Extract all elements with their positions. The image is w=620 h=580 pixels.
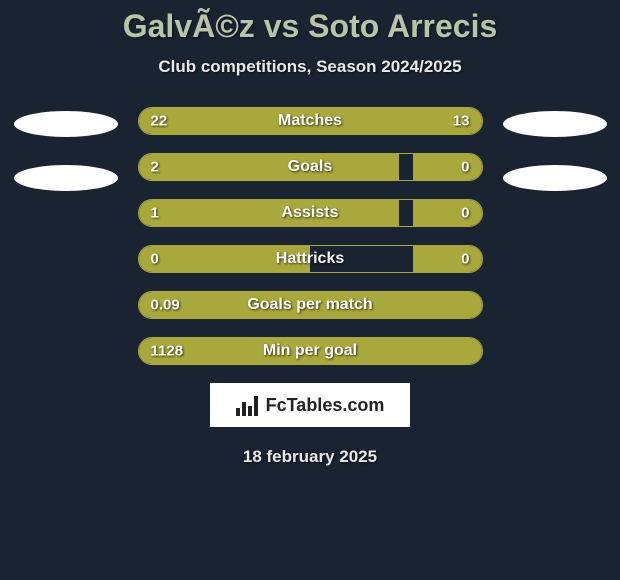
stats-area: 22 13 Matches 2 0 Goals 1 0 Assists 0 0 Hattricks 0.… — [0, 107, 620, 365]
left-player-avatar — [14, 111, 118, 137]
stat-value-left: 0.09 — [151, 297, 180, 314]
date-label: 18 february 2025 — [0, 447, 620, 467]
stat-bar-right-fill — [413, 246, 482, 272]
stat-value-right: 0 — [461, 251, 469, 268]
brand-chart-icon — [236, 394, 260, 416]
left-avatar-column — [14, 111, 118, 191]
stat-value-left: 0 — [151, 251, 159, 268]
stat-bars: 22 13 Matches 2 0 Goals 1 0 Assists 0 0 Hattricks 0.… — [138, 107, 483, 365]
stat-row: 1128 Min per goal — [138, 337, 483, 365]
brand-badge: FcTables.com — [210, 383, 410, 427]
stat-value-left: 1128 — [151, 343, 184, 360]
stat-row: 22 13 Matches — [138, 107, 483, 135]
stat-value-right: 13 — [453, 113, 470, 130]
stat-value-right: 0 — [461, 159, 469, 176]
page-title: GalvÃ©z vs Soto Arrecis — [0, 8, 620, 45]
stat-row: 0.09 Goals per match — [138, 291, 483, 319]
stat-value-left: 1 — [151, 205, 159, 222]
stat-row: 1 0 Assists — [138, 199, 483, 227]
brand-text: FcTables.com — [266, 395, 385, 416]
stat-bar-left-fill — [139, 154, 400, 180]
stat-label: Assists — [282, 204, 339, 222]
stat-bar-right-fill — [413, 200, 482, 226]
right-team-avatar — [503, 165, 607, 191]
stat-bar-left-fill — [139, 200, 400, 226]
stat-value-left: 22 — [151, 113, 168, 130]
subtitle: Club competitions, Season 2024/2025 — [0, 57, 620, 77]
stat-row: 0 0 Hattricks — [138, 245, 483, 273]
stat-value-left: 2 — [151, 159, 159, 176]
right-avatar-column — [503, 111, 607, 191]
right-player-avatar — [503, 111, 607, 137]
stat-label: Min per goal — [263, 342, 357, 360]
stat-label: Goals per match — [247, 296, 372, 314]
stat-label: Matches — [278, 112, 342, 130]
stat-label: Goals — [288, 158, 332, 176]
stat-row: 2 0 Goals — [138, 153, 483, 181]
stat-value-right: 0 — [461, 205, 469, 222]
stat-label: Hattricks — [276, 250, 344, 268]
stat-bar-right-fill — [413, 154, 482, 180]
left-team-avatar — [14, 165, 118, 191]
